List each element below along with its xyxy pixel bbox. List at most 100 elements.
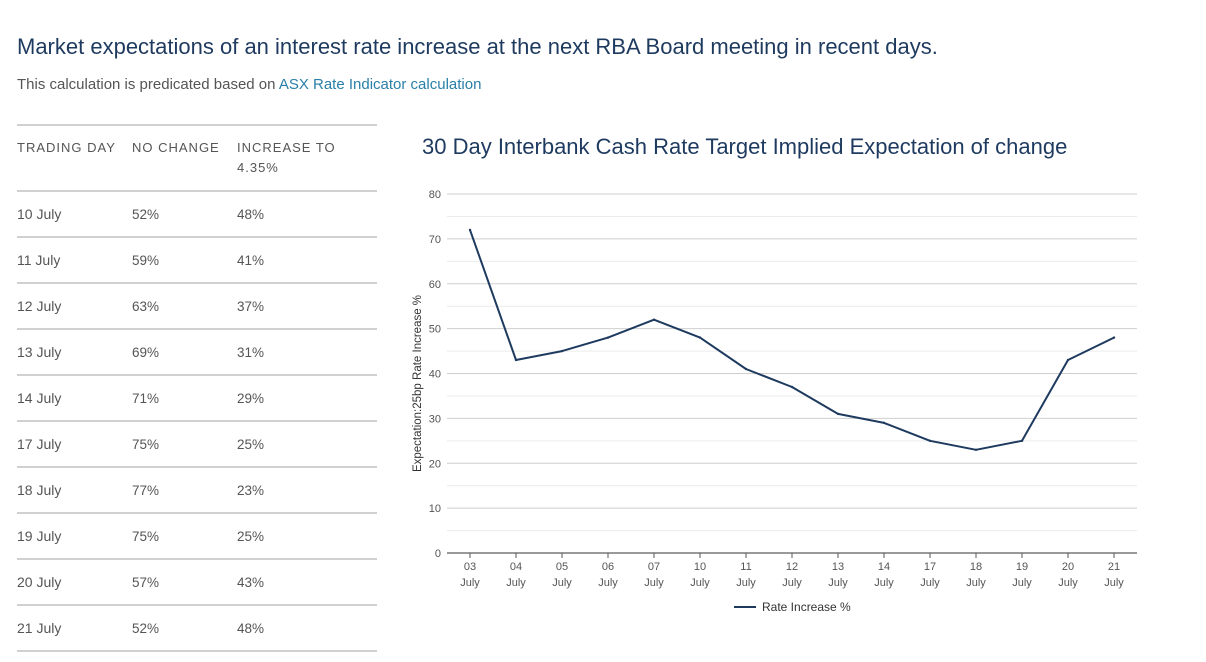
cell-no-change: 75% — [132, 528, 160, 544]
x-tick-label: 11 — [740, 561, 751, 573]
y-tick-label: 70 — [429, 234, 441, 246]
cell-no-change: 57% — [132, 574, 160, 590]
x-tick-label: July — [966, 577, 986, 589]
cell-no-change: 52% — [132, 206, 160, 222]
chart-title: 30 Day Interbank Cash Rate Target Implie… — [422, 134, 1068, 159]
x-tick-label: 07 — [648, 561, 660, 573]
x-tick-label: July — [552, 577, 572, 589]
series-line — [469, 229, 1115, 451]
x-tick-label: 12 — [786, 561, 798, 573]
data-point — [836, 412, 840, 416]
x-tick-label: July — [1012, 577, 1032, 589]
cell-day: 17 July — [17, 436, 62, 452]
cell-increase: 31% — [237, 344, 265, 360]
cell-increase: 29% — [237, 390, 265, 406]
x-tick-label: 05 — [556, 561, 568, 573]
x-tick-label: 13 — [832, 561, 844, 573]
cell-increase: 25% — [237, 528, 265, 544]
cell-increase: 43% — [237, 574, 265, 590]
data-point — [514, 358, 518, 362]
x-tick-label: 10 — [694, 561, 706, 573]
table-row: 18 July 77% 23% — [17, 467, 377, 513]
x-tick-label: July — [828, 577, 848, 589]
page-subtitle: This calculation is predicated based on … — [17, 76, 481, 93]
data-point — [928, 439, 932, 443]
data-point — [744, 367, 748, 371]
y-tick-label: 30 — [429, 413, 441, 425]
cell-increase: 48% — [237, 206, 265, 222]
cell-no-change: 69% — [132, 344, 160, 360]
x-tick-label: 18 — [970, 561, 982, 573]
asx-rate-indicator-link[interactable]: ASX Rate Indicator calculation — [278, 76, 482, 93]
cell-day: 13 July — [17, 344, 62, 360]
x-tick-label: July — [1058, 577, 1078, 589]
header-no-change: NO CHANGE — [132, 140, 220, 155]
x-tick-label: 19 — [1016, 561, 1028, 573]
x-tick-label: July — [460, 577, 480, 589]
header-trading-day: TRADING DAY — [17, 140, 116, 155]
cell-increase: 23% — [237, 482, 265, 498]
x-tick-label: July — [690, 577, 710, 589]
cell-day: 11 July — [17, 252, 61, 268]
table-row: 10 July 52% 48% — [17, 191, 377, 237]
y-tick-label: 40 — [429, 369, 441, 381]
cell-day: 14 July — [17, 390, 62, 406]
table-row: 20 July 57% 43% — [17, 559, 377, 605]
x-tick-label: July — [644, 577, 664, 589]
data-point — [974, 448, 978, 451]
cell-day: 10 July — [17, 206, 62, 222]
cell-day: 21 July — [17, 620, 62, 636]
y-tick-label: 20 — [429, 458, 441, 470]
x-tick-label: 14 — [878, 561, 890, 573]
cell-no-change: 75% — [132, 436, 160, 452]
legend-label: Rate Increase % — [762, 600, 851, 614]
table-row: 11 July 59% 41% — [17, 237, 377, 283]
x-tick-label: 20 — [1062, 561, 1074, 573]
y-axis-label: Expectation:25bp Rate Increase % — [412, 295, 424, 472]
data-point — [1112, 336, 1116, 339]
x-tick-label: July — [874, 577, 894, 589]
table-row: 12 July 63% 37% — [17, 283, 377, 329]
cell-no-change: 71% — [132, 390, 160, 406]
cell-no-change: 52% — [132, 620, 160, 636]
expectations-table-container: TRADING DAY NO CHANGE INCREASE TO 4.35% … — [17, 124, 377, 652]
y-tick-label: 80 — [429, 189, 441, 201]
data-point — [1020, 439, 1024, 443]
y-tick-label: 60 — [429, 279, 441, 291]
data-point — [468, 228, 472, 232]
x-tick-label: 21 — [1108, 561, 1120, 573]
data-point — [560, 349, 564, 353]
data-point — [882, 421, 886, 425]
expectations-table: TRADING DAY NO CHANGE INCREASE TO 4.35% … — [17, 126, 377, 652]
data-point — [1066, 358, 1070, 362]
cell-increase: 25% — [237, 436, 265, 452]
cell-increase: 41% — [237, 252, 265, 268]
x-tick-label: July — [506, 577, 526, 589]
cell-no-change: 63% — [132, 298, 160, 314]
y-tick-label: 50 — [429, 324, 441, 336]
x-tick-label: July — [598, 577, 618, 589]
x-tick-label: July — [736, 577, 756, 589]
y-tick-label: 10 — [429, 503, 441, 515]
x-tick-label: 17 — [924, 561, 936, 573]
table-row: 13 July 69% 31% — [17, 329, 377, 375]
table-row: 21 July 52% 48% — [17, 605, 377, 651]
header-increase: INCREASE TO 4.35% — [237, 140, 336, 175]
line-chart: 0 10 20 30 40 50 60 70 80 03 July 04 July 05 July 06 Jul… — [412, 189, 1137, 614]
table-row: 19 July 75% 25% — [17, 513, 377, 559]
x-tick-label: July — [782, 577, 802, 589]
subtitle-text: This calculation is predicated based on — [17, 76, 279, 93]
x-tick-label: 06 — [602, 561, 614, 573]
cell-no-change: 77% — [132, 482, 160, 498]
x-tick-label: July — [920, 577, 940, 589]
y-tick-label: 0 — [435, 548, 441, 560]
cell-increase: 48% — [237, 620, 265, 636]
cell-day: 18 July — [17, 482, 62, 498]
table-row: 14 July 71% 29% — [17, 375, 377, 421]
cell-no-change: 59% — [132, 252, 160, 268]
x-tick-label: July — [1104, 577, 1124, 589]
cell-day: 20 July — [17, 574, 62, 590]
cell-day: 19 July — [17, 528, 62, 544]
cell-increase: 37% — [237, 298, 265, 314]
table-row: 17 July 75% 25% — [17, 421, 377, 467]
